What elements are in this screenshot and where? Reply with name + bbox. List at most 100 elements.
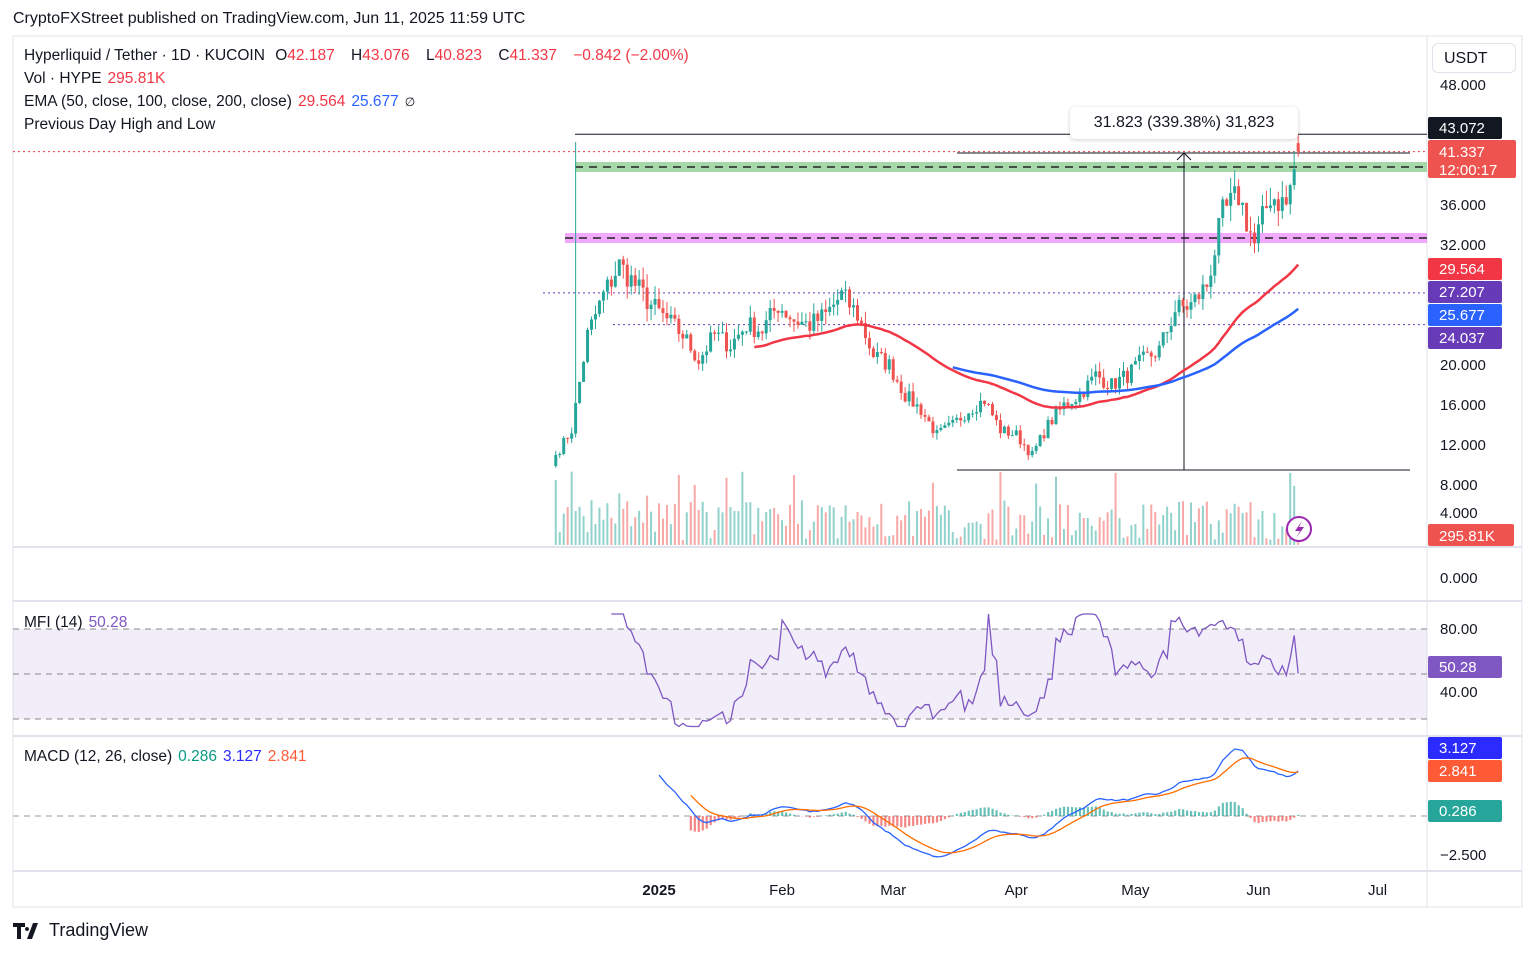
candle-body [800, 321, 804, 325]
macd-histogram-bar [1249, 816, 1252, 819]
macd-histogram-bar [1066, 806, 1070, 816]
tradingview-brand: TradingView [49, 920, 149, 940]
volume-bar [1233, 503, 1236, 545]
macd-histogram-bar [812, 816, 816, 817]
candle-body [756, 331, 760, 338]
candle-body [772, 308, 776, 311]
pdhl-legend[interactable]: Previous Day High and Low [24, 116, 221, 134]
symbol-name[interactable]: Hyperliquid / Tether · 1D · KUCOIN [24, 47, 265, 64]
volume-bar [1142, 504, 1145, 545]
candle-body [859, 320, 863, 324]
macd-histogram-bar [920, 816, 923, 825]
volume-bar [844, 505, 847, 545]
volume-bar [876, 524, 879, 545]
volume-bar [1261, 510, 1264, 545]
volume-bar [816, 505, 819, 545]
macd-histogram-bar [1051, 810, 1054, 816]
candle-body [1201, 284, 1205, 300]
candle-body [911, 391, 915, 407]
ema-label: EMA (50, close, 100, close, 200, close) [24, 93, 292, 110]
macd-histogram-bar [713, 816, 716, 823]
candle-body [1253, 232, 1256, 244]
macd-histogram-bar [721, 816, 724, 819]
macd-histogram-bar [955, 813, 958, 816]
candle-body [629, 275, 633, 287]
candle-body [605, 279, 609, 292]
macd-histogram-bar [927, 816, 931, 824]
candle-body [856, 305, 859, 321]
volume-bar [1035, 483, 1038, 545]
volume-bar [1225, 509, 1228, 545]
candle-body [732, 338, 736, 350]
candle-body [1256, 224, 1260, 244]
macd-legend[interactable]: MACD (12, 26, close) 0.286 3.127 2.841 [24, 748, 313, 766]
volume-legend[interactable]: Vol · HYPE 295.81K [24, 70, 171, 88]
volume-bar [654, 531, 657, 545]
candle-body [709, 332, 713, 352]
volume-bar [769, 509, 772, 545]
volume-bar [697, 509, 700, 545]
ema50-value: 29.564 [297, 93, 346, 110]
change-value: −0.842 (−2.00%) [573, 47, 689, 64]
macd-histogram-bar [1098, 807, 1101, 816]
time-tick: Feb [769, 882, 795, 899]
price-tick: 48.000 [1440, 77, 1486, 94]
macd-histogram-bar [689, 816, 692, 831]
candle-body [939, 427, 943, 431]
price-tick: 0.000 [1440, 570, 1478, 587]
low-value: 40.823 [434, 47, 482, 64]
volume-bar [840, 516, 843, 545]
volume-bar [785, 525, 788, 545]
macd-histogram-bar [725, 816, 728, 820]
macd-histogram-bar [1146, 812, 1149, 816]
volume-bar [931, 482, 934, 545]
volume-bar [626, 501, 629, 545]
ema-legend[interactable]: EMA (50, close, 100, close, 200, close) 2… [24, 93, 421, 111]
volume-bar [1178, 501, 1181, 545]
candle-body [685, 334, 689, 339]
candle-body [931, 421, 935, 434]
time-tick: Apr [1005, 882, 1028, 899]
candle-body [1189, 302, 1193, 310]
candle-body [792, 319, 796, 322]
volume-bar [991, 509, 994, 545]
tradingview-logo[interactable]: TradingView [13, 920, 148, 941]
last-price-countdown: 12:00:17 [1439, 162, 1497, 179]
price-tick: 16.000 [1440, 397, 1486, 414]
macd-histogram-bar [1182, 809, 1185, 816]
candle-body [1145, 351, 1149, 353]
volume-bar [796, 523, 799, 545]
time-tick: 2025 [642, 882, 675, 899]
volume-bar [1245, 512, 1248, 545]
mfi-line [611, 613, 1299, 728]
macd-tick: −2.500 [1440, 847, 1486, 864]
candle-body [1280, 197, 1284, 211]
volume-bar [618, 493, 621, 545]
macd-histogram-bar [1134, 813, 1137, 816]
macd-histogram-bar [967, 810, 970, 816]
volume-bar [1003, 500, 1006, 545]
candle-body [1296, 143, 1300, 152]
volume-tag-text: 295.81K [1439, 528, 1495, 545]
volume-bar [864, 527, 867, 545]
open-label: O [275, 47, 288, 64]
macd-line [658, 748, 1299, 858]
candle-body [578, 381, 582, 403]
candle-body [649, 304, 653, 309]
candle-body [824, 309, 828, 312]
candle-body [1260, 206, 1264, 225]
candle-body [1030, 450, 1034, 456]
macd-histogram-bar [1114, 813, 1117, 816]
macd-histogram-bar [697, 816, 700, 832]
macd-histogram-bar [1003, 813, 1006, 816]
tradingview-logo-icon [13, 922, 38, 939]
volume-bar [1269, 539, 1272, 545]
candle-body [744, 331, 748, 333]
candle-body [907, 391, 911, 402]
mfi-legend[interactable]: MFI (14) 50.28 [24, 614, 133, 632]
candle-body [1137, 354, 1141, 362]
volume-bar [789, 504, 792, 545]
macd-histogram-bar [864, 816, 867, 822]
currency-selector[interactable]: USDT [1432, 43, 1516, 73]
